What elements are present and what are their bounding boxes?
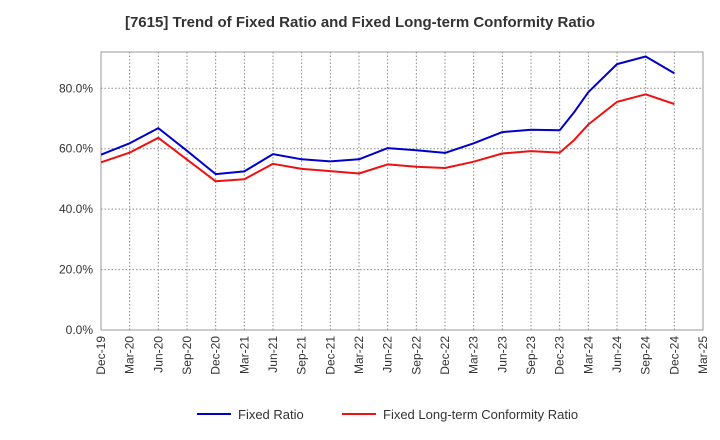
x-tick-label: Sep-23 — [524, 336, 538, 375]
legend-label: Fixed Ratio — [238, 407, 304, 422]
x-tick-label: Jun-21 — [266, 336, 280, 373]
y-tick-label: 40.0% — [59, 202, 93, 216]
series-line-fixed-long-term-conformity-ratio — [100, 93, 675, 183]
x-tick-label: Sep-22 — [409, 336, 423, 375]
x-tick-label: Mar-24 — [581, 336, 595, 374]
x-tick-label: Mar-23 — [467, 336, 481, 374]
x-tick-label: Sep-20 — [180, 336, 194, 375]
x-tick-label: Dec-19 — [94, 336, 108, 375]
y-tick-label: 80.0% — [59, 81, 93, 95]
chart-title: [7615] Trend of Fixed Ratio and Fixed Lo… — [124, 14, 596, 31]
axis-layer: 0.0% 20.0% 40.0% 60.0% 80.0% Dec-19 Mar-20 Jun-… — [59, 81, 710, 374]
x-tick-label: Sep-21 — [295, 336, 309, 375]
x-tick-label: Jun-23 — [495, 336, 509, 373]
x-tick-label: Dec-20 — [209, 336, 223, 375]
x-tick-label: Mar-25 — [696, 336, 710, 374]
x-tick-label: Jun-24 — [610, 336, 624, 373]
x-tick-label: Sep-24 — [639, 336, 653, 375]
x-tick-label: Jun-20 — [151, 336, 165, 373]
x-tick-label: Dec-21 — [323, 336, 337, 375]
y-tick-label: 20.0% — [59, 263, 93, 277]
series-line-fixed-ratio — [100, 55, 675, 176]
x-tick-label: Mar-21 — [237, 336, 251, 374]
x-tick-label: Dec-24 — [667, 336, 681, 375]
legend: Fixed Ratio Fixed Long-term Conformity Ra… — [197, 407, 578, 422]
series-layer — [100, 55, 675, 183]
legend-label: Fixed Long-term Conformity Ratio — [383, 407, 578, 422]
x-tick-label: Dec-23 — [553, 336, 567, 375]
x-tick-label: Mar-20 — [123, 336, 137, 374]
plot-frame — [100, 51, 704, 331]
grid-layer — [100, 51, 704, 331]
x-tick-label: Mar-22 — [352, 336, 366, 374]
y-tick-label: 60.0% — [59, 142, 93, 156]
y-tick-label: 0.0% — [66, 323, 94, 337]
x-tick-label: Dec-22 — [438, 336, 452, 375]
x-tick-label: Jun-22 — [381, 336, 395, 373]
